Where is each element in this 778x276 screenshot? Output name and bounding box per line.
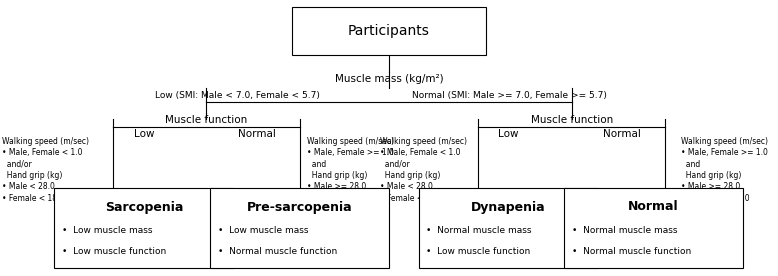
Text: Walking speed (m/sec)
• Male, Female < 1.0
  and/or
  Hand grip (kg)
• Male < 28: Walking speed (m/sec) • Male, Female < 1… [380,137,467,203]
Text: •  Low muscle mass: • Low muscle mass [218,226,308,235]
FancyBboxPatch shape [564,188,743,268]
Text: Walking speed (m/sec)
• Male, Female < 1.0
  and/or
  Hand grip (kg)
• Male < 28: Walking speed (m/sec) • Male, Female < 1… [2,137,89,203]
Text: •  Low muscle function: • Low muscle function [62,247,166,256]
Text: Normal: Normal [628,200,679,214]
FancyBboxPatch shape [419,188,598,268]
Text: Normal: Normal [238,129,275,139]
Text: •  Low muscle function: • Low muscle function [426,247,531,256]
FancyBboxPatch shape [210,188,389,268]
Text: •  Normal muscle function: • Normal muscle function [572,247,691,256]
Text: Dynapenia: Dynapenia [471,200,545,214]
Text: •  Normal muscle mass: • Normal muscle mass [572,226,678,235]
Text: Normal (SMI: Male >= 7.0, Female >= 5.7): Normal (SMI: Male >= 7.0, Female >= 5.7) [412,91,607,100]
Text: •  Normal muscle mass: • Normal muscle mass [426,226,532,235]
Text: Participants: Participants [348,24,430,38]
Text: Muscle function: Muscle function [165,115,247,125]
Text: Low: Low [134,129,154,139]
Text: Walking speed (m/sec)
• Male, Female >= 1.0
  and
  Hand grip (kg)
• Male >= 28.: Walking speed (m/sec) • Male, Female >= … [681,137,768,203]
Text: •  Low muscle mass: • Low muscle mass [62,226,152,235]
Text: Low (SMI: Male < 7.0, Female < 5.7): Low (SMI: Male < 7.0, Female < 5.7) [155,91,320,100]
Text: Normal: Normal [604,129,641,139]
Text: Muscle function: Muscle function [531,115,613,125]
FancyBboxPatch shape [54,188,233,268]
Text: Sarcopenia: Sarcopenia [105,200,183,214]
Text: Muscle mass (kg/m²): Muscle mass (kg/m²) [335,74,443,84]
Text: •  Normal muscle function: • Normal muscle function [218,247,337,256]
Text: Walking speed (m/sec)
• Male, Female >= 1.0
  and
  Hand grip (kg)
• Male >= 28.: Walking speed (m/sec) • Male, Female >= … [307,137,394,203]
Text: Pre-sarcopenia: Pre-sarcopenia [247,200,352,214]
Text: Low: Low [498,129,518,139]
FancyBboxPatch shape [292,7,486,55]
